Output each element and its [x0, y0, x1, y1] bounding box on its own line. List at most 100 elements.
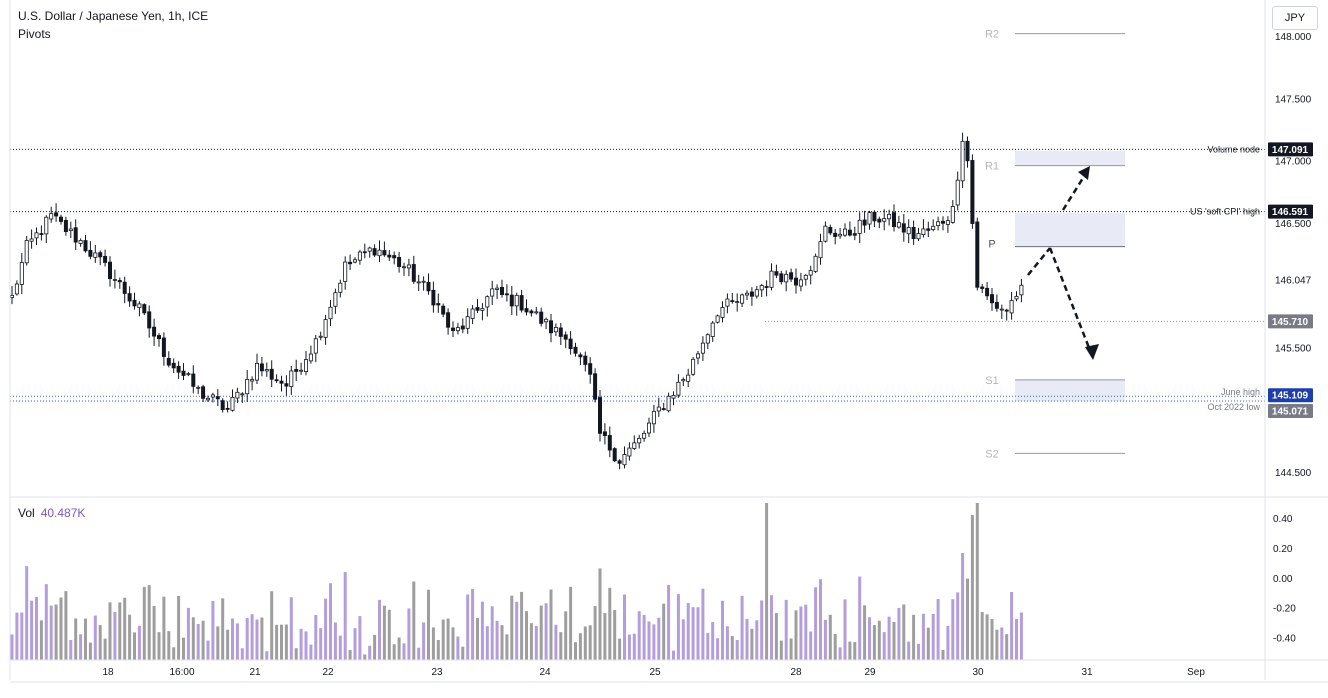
volume-bar [534, 625, 538, 660]
candle [539, 311, 544, 324]
candle [495, 287, 500, 290]
volume-bar [30, 600, 34, 660]
arrow-line [1061, 169, 1090, 211]
arrow-head [1078, 166, 1090, 180]
candle [882, 218, 887, 222]
candle [612, 448, 617, 462]
volume-bar [961, 553, 965, 660]
volume-bar [206, 640, 210, 660]
candle [833, 232, 838, 237]
price-tick-label: 148.000 [1275, 32, 1312, 43]
candle [558, 327, 563, 337]
volume-bar [402, 643, 406, 660]
candle [504, 293, 509, 296]
candle [593, 373, 598, 400]
volume-bar [926, 627, 930, 660]
volume-bar [441, 619, 445, 660]
volume-bar [329, 583, 332, 660]
volume-bar [260, 617, 264, 660]
volume-bar [333, 622, 337, 660]
volume-bar [59, 597, 63, 660]
candle [362, 251, 367, 254]
volume-bar [676, 594, 680, 660]
volume-bar [387, 609, 391, 660]
volume-bar [319, 628, 323, 660]
candle [279, 380, 284, 384]
price-tag [1268, 403, 1313, 418]
candle [93, 252, 98, 258]
volume-bar [270, 591, 274, 660]
volume-bar [500, 625, 504, 660]
volume-bar [128, 614, 132, 660]
candle [632, 442, 637, 449]
candle [818, 241, 823, 259]
candle [764, 286, 769, 288]
candle [534, 311, 539, 314]
candle [985, 287, 990, 297]
price-tag [1268, 314, 1313, 329]
volume-bar [569, 586, 573, 660]
volume-bar [289, 597, 293, 660]
volume-tick-label: 0.00 [1273, 574, 1293, 585]
volume-bar [191, 617, 195, 660]
pivot-zone [1015, 150, 1125, 166]
candle [455, 327, 460, 332]
candle [892, 212, 897, 228]
currency-button[interactable]: JPY [1272, 6, 1318, 30]
time-tick-label: 23 [431, 667, 443, 678]
volume-bar [892, 621, 896, 660]
candle [9, 294, 14, 298]
volume-bar [378, 599, 381, 660]
time-tick-label: 25 [649, 667, 661, 678]
candle [857, 219, 862, 234]
candle [254, 362, 259, 381]
price-tick-label: 147.000 [1275, 157, 1312, 168]
candle [749, 291, 754, 297]
volume-bar [407, 608, 411, 660]
volume-bar [921, 613, 925, 660]
volume-bar [74, 618, 78, 660]
candle [39, 233, 44, 235]
volume-bar [583, 626, 587, 660]
candle [460, 325, 465, 330]
volume-bar [657, 617, 661, 660]
candle [1009, 300, 1014, 314]
candle [519, 295, 524, 311]
candle [210, 394, 215, 398]
volume-bar [157, 632, 161, 660]
time-tick-label: 30 [972, 667, 984, 678]
volume-bar [182, 637, 185, 660]
candle [975, 221, 980, 288]
volume-bar [730, 636, 734, 660]
candle [568, 338, 573, 350]
volume-bar [324, 598, 328, 660]
volume-bar [152, 605, 156, 660]
volume-bar [848, 641, 852, 660]
volume-bar [510, 595, 514, 660]
candle [450, 327, 455, 331]
candle [798, 279, 803, 287]
volume-bar [69, 639, 73, 660]
volume-bar [672, 650, 675, 660]
volume-bar [10, 634, 14, 660]
volume-bar [882, 632, 886, 660]
volume-bar [231, 618, 234, 660]
candle [465, 316, 470, 329]
volume-bar [515, 601, 519, 660]
price-tag-label: 145.071 [1272, 406, 1309, 417]
candle [88, 249, 93, 257]
candle [936, 221, 941, 227]
candle [318, 335, 323, 338]
candle [823, 225, 828, 242]
candle [877, 218, 882, 223]
time-tick-label: 24 [539, 667, 551, 678]
candle [921, 228, 926, 235]
volume-bar [525, 611, 528, 660]
volume-bar [529, 623, 533, 660]
candle [941, 220, 946, 224]
candle [789, 272, 794, 280]
candle [808, 270, 813, 276]
candle [348, 261, 353, 265]
